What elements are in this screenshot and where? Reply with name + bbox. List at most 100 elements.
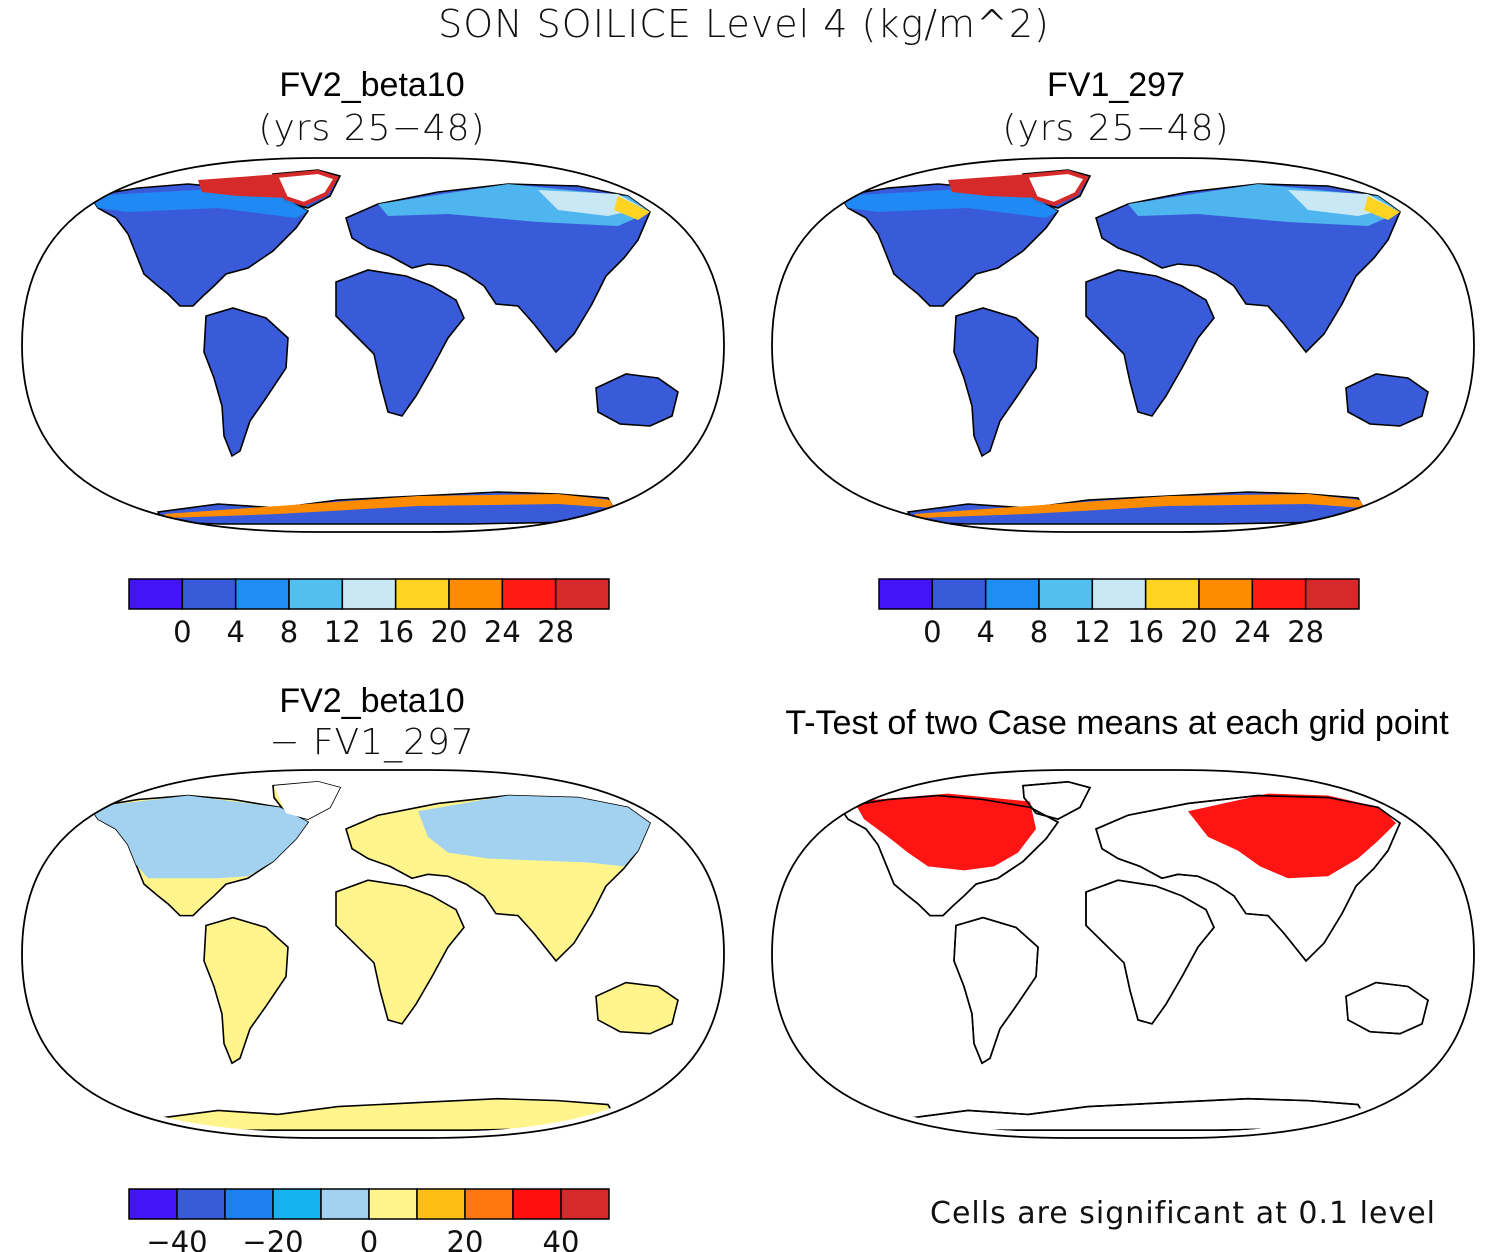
colorbar-bl-tick-label-4: 40 [543,1225,580,1252]
south-america-tl [204,308,288,456]
significance-note: Cells are significant at 0.1 level [930,1196,1437,1231]
map-panel-tl [21,157,725,533]
panel-title-tl: FV2_beta10 [279,66,465,104]
colorbar-tr-swatch-7 [1251,578,1307,610]
map-border-bl [21,769,725,1139]
colorbar-bl-swatch-2 [224,1188,274,1220]
antarctica-outline-br [908,1099,1368,1130]
colorbar-bl-tick-label-0: −40 [146,1225,207,1252]
colorbar-tl-swatch-1 [181,578,237,610]
colorbar-tr-swatch-0 [878,578,934,610]
colorbar-tl-swatch-4 [341,578,397,610]
colorbar-tl-tick-label-3: 12 [324,615,361,649]
panel-title-bl: FV2_beta10 [279,682,465,720]
colorbar-tr-tick-label-3: 12 [1074,615,1111,649]
colorbar-tr-swatch-2 [984,578,1040,610]
colorbar-tl-tick-label-0: 0 [173,615,191,649]
colorbar-tr-swatch-3 [1038,578,1094,610]
colorbar-tr-swatch-1 [931,578,987,610]
significant-cells-na [854,793,1036,871]
colorbar-tr: 0 4 8 12 16 20 24 28 [878,578,1360,649]
colorbar-bl-swatch-6 [416,1188,466,1220]
colorbar-bl: −40 −20 0 20 40 [128,1188,610,1252]
greenland-br [1023,782,1090,819]
colorbar-tl-tick-label-7: 28 [537,615,574,649]
colorbar-bl-swatch-4 [320,1188,370,1220]
colorbar-tl-tick-label-6: 24 [484,615,521,649]
panel-subtitle-tl: (yrs 25−48) [258,108,486,149]
colorbar-tl-swatch-6 [448,578,504,610]
colorbar-tl-tick-label-2: 8 [280,615,298,649]
south-america-outline-br [954,918,1038,1064]
land-masses-tl [90,170,678,524]
colorbar-tr-tick-label-4: 16 [1127,615,1164,649]
colorbar-tl-swatch-5 [394,578,450,610]
colorbar-tr-swatch-6 [1198,578,1254,610]
map-panel-tr [771,157,1475,533]
colorbar-tl-swatch-8 [554,578,610,610]
colorbar-tl-swatch-0 [128,578,184,610]
map-border-br [771,769,1475,1139]
colorbar-bl-tick-label-1: −20 [242,1225,303,1252]
colorbar-bl-swatch-0 [128,1188,178,1220]
colorbar-tl-tick-label-1: 4 [226,615,244,649]
na-negative-diff [90,795,308,879]
siberia-warm-tr [1364,196,1400,220]
colorbar-bl-swatch-1 [176,1188,226,1220]
australia-tl [596,374,678,426]
colorbar-tr-tick-label-6: 24 [1234,615,1271,649]
australia-bl [596,983,678,1034]
antarctica-bl [158,1099,618,1130]
australia-outline-br [1346,983,1428,1034]
africa-tl [336,270,464,416]
high-latitude-bl [90,781,650,879]
panel-subtitle-bl: − FV1_297 [269,722,475,763]
eurasia-negative-diff [418,795,650,867]
africa-tr [1086,270,1214,416]
colorbar-tl-swatch-3 [288,578,344,610]
world-map-bl [21,769,725,1139]
colorbar-tr-tick-label-7: 28 [1287,615,1324,649]
colorbar-bl-swatch-7 [464,1188,514,1220]
colorbar-bl-swatch-9 [560,1188,610,1220]
high-latitude-tl [90,172,650,518]
colorbar-tl-swatch-7 [501,578,557,610]
panel-title-tr: FV1_297 [1047,66,1185,104]
africa-outline-br [1086,880,1214,1024]
high-latitude-tr [840,172,1400,518]
colorbar-bl-swatch-8 [512,1188,562,1220]
colorbar-bl-swatch-3 [272,1188,322,1220]
north-america-outline-br [840,796,1058,916]
colorbar-tl-swatch-2 [234,578,290,610]
antarctic-rim-tr [914,494,1364,518]
colorbar-bl-swatch-5 [368,1188,418,1220]
africa-bl [336,880,464,1024]
map-border-tr [771,157,1475,533]
eurasia-outline-br [1096,796,1400,961]
australia-tr [1346,374,1428,426]
siberia-warm-tl [614,196,650,220]
colorbar-bl-tick-label-3: 20 [447,1225,484,1252]
south-america-bl [204,918,288,1064]
colorbar-tl: 0 4 8 12 16 20 24 28 [128,578,610,649]
greenland-rim-tl [276,172,336,204]
high-latitude-br [840,782,1428,1130]
greenland-rim-tr [1026,172,1086,204]
colorbar-tl-tick-label-4: 16 [377,615,414,649]
colorbar-tr-tick-label-2: 8 [1030,615,1048,649]
map-panel-bl [21,769,725,1139]
world-map-tr [771,157,1475,533]
greenland-outline-br [1023,782,1090,819]
colorbar-tl-tick-label-5: 20 [431,615,468,649]
colorbar-tr-swatch-5 [1144,578,1200,610]
significant-cells-eurasia [1188,793,1396,879]
world-map-tl [21,157,725,533]
south-america-tr [954,308,1038,456]
panel-subtitle-tr: (yrs 25−48) [1002,108,1230,149]
colorbar-tr-swatch-8 [1304,578,1360,610]
colorbar-tr-tick-label-5: 20 [1181,615,1218,649]
greenland-no-data [274,781,340,820]
eurasia-tr [1096,184,1400,352]
eurasia-tl [346,184,650,352]
map-border-tl [21,157,725,533]
